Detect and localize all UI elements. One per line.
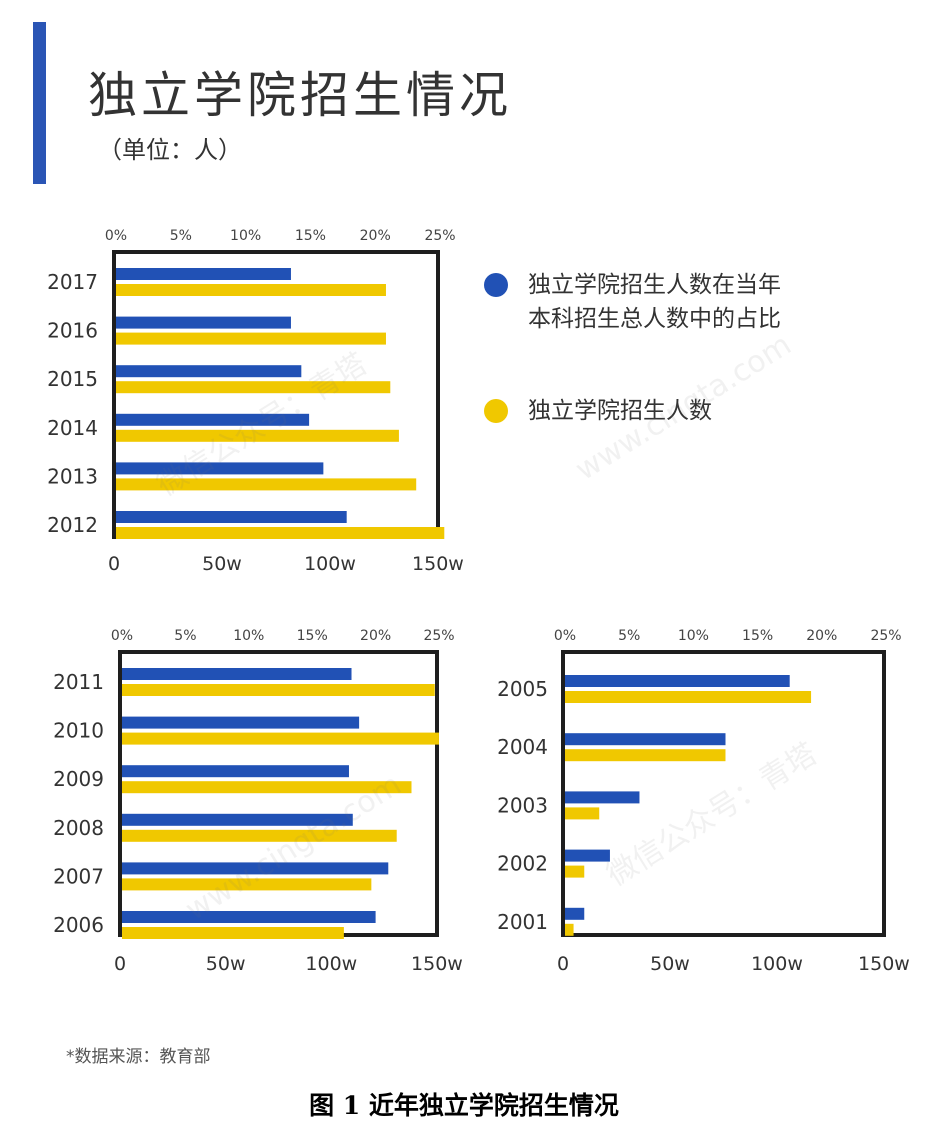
bottom-axis-tick-label: 0 (108, 553, 120, 575)
bar-share (116, 268, 291, 280)
bottom-axis-tick-label: 100w (304, 553, 356, 575)
year-label: 2006 (53, 913, 104, 937)
bar-enrollment (122, 829, 397, 842)
year-label: 2008 (53, 816, 104, 840)
top-axis-tick-label: 25% (870, 628, 901, 644)
legend-label-enrollment: 独立学院招生人数 (528, 398, 712, 424)
bar-share (122, 862, 389, 875)
bar-share (565, 733, 726, 746)
legend-label-share: 独立学院招生人数在当年 本科招生总人数中的占比 (528, 272, 781, 332)
top-axis-tick-label: 5% (618, 628, 640, 644)
bar-share (116, 413, 310, 426)
top-axis-tick-label: 20% (806, 628, 837, 644)
year-label: 2007 (53, 864, 104, 888)
bar-enrollment (122, 781, 412, 794)
bottom-axis-tick-label: 150w (411, 953, 463, 975)
bar-enrollment (565, 749, 726, 762)
figure-caption: 图 1 近年独立学院招生情况 (309, 1091, 619, 1120)
legend-item-enrollment: 独立学院招生人数 (484, 394, 864, 428)
bar-enrollment (122, 878, 372, 891)
bar-enrollment (116, 381, 391, 394)
bar-enrollment (565, 807, 600, 820)
top-axis-tick-label: 15% (742, 628, 773, 644)
top-axis-tick-label: 25% (424, 228, 455, 244)
year-label: 2012 (47, 513, 98, 537)
legend-swatch-enrollment (484, 399, 508, 423)
year-label: 2013 (47, 464, 98, 488)
top-axis-tick-label: 10% (233, 628, 264, 644)
top-axis-tick-label: 15% (297, 628, 328, 644)
bottom-axis-tick-label: 150w (858, 953, 910, 975)
year-label: 2017 (47, 270, 98, 294)
bar-share (565, 675, 790, 687)
bar-enrollment (565, 923, 574, 936)
bottom-axis-tick-label: 50w (206, 953, 246, 975)
bottom-axis-tick-label: 150w (412, 553, 464, 575)
year-label: 2003 (497, 793, 548, 817)
unit-label: （单位：人） (98, 136, 242, 164)
bar-share (116, 365, 302, 378)
bottom-axis-tick-label: 50w (202, 553, 242, 575)
bottom-axis-tick-label: 100w (305, 953, 357, 975)
year-label: 2005 (497, 677, 548, 701)
legend: 独立学院招生人数在当年 本科招生总人数中的占比 独立学院招生人数 (484, 268, 864, 486)
bottom-axis-tick-label: 0 (114, 953, 126, 975)
plot-frame (561, 650, 886, 937)
page-title: 独立学院招生情况 (88, 67, 513, 124)
bar-share (565, 791, 640, 804)
bar-enrollment (565, 691, 812, 703)
bar-enrollment (122, 927, 344, 939)
bar-share (122, 813, 353, 826)
bar-enrollment (116, 478, 417, 491)
top-axis-tick-label: 0% (554, 628, 576, 644)
bar-share (122, 668, 352, 680)
legend-item-share: 独立学院招生人数在当年 本科招生总人数中的占比 (484, 268, 864, 336)
bar-enrollment (116, 284, 386, 296)
source-note: *数据来源：教育部 (66, 1047, 211, 1067)
top-axis-tick-label: 15% (295, 228, 326, 244)
bottom-axis-tick-label: 50w (650, 953, 690, 975)
bar-enrollment (122, 684, 435, 696)
bar-share (116, 511, 347, 523)
bar-share (122, 911, 376, 923)
bar-enrollment (565, 865, 585, 878)
top-axis-tick-label: 10% (230, 228, 261, 244)
year-label: 2001 (497, 910, 548, 934)
top-axis-tick-label: 0% (111, 628, 133, 644)
year-label: 2004 (497, 735, 548, 759)
bar-share (122, 765, 349, 778)
title-accent-bar (33, 22, 46, 184)
top-axis-tick-label: 25% (423, 628, 454, 644)
bar-share (122, 716, 360, 729)
bar-share (116, 316, 291, 329)
top-axis-tick-label: 10% (678, 628, 709, 644)
year-label: 2009 (53, 767, 104, 791)
bottom-axis-tick-label: 100w (751, 953, 803, 975)
year-label: 2016 (47, 319, 98, 343)
bar-share (565, 907, 585, 920)
bar-enrollment (116, 527, 445, 539)
top-axis-tick-label: 20% (360, 628, 391, 644)
year-label: 2011 (53, 670, 104, 694)
bar-enrollment (116, 429, 399, 442)
bar-share (116, 462, 324, 475)
legend-swatch-share (484, 273, 508, 297)
bar-enrollment (122, 732, 439, 745)
top-axis-tick-label: 5% (170, 228, 192, 244)
year-label: 2014 (47, 416, 98, 440)
top-axis-tick-label: 0% (105, 228, 127, 244)
bottom-axis-tick-label: 0 (557, 953, 569, 975)
bar-share (565, 849, 610, 862)
top-axis-tick-label: 20% (360, 228, 391, 244)
top-axis-tick-label: 5% (174, 628, 196, 644)
year-label: 2002 (497, 852, 548, 876)
bar-enrollment (116, 332, 386, 345)
year-label: 2015 (47, 367, 98, 391)
year-label: 2010 (53, 719, 104, 743)
